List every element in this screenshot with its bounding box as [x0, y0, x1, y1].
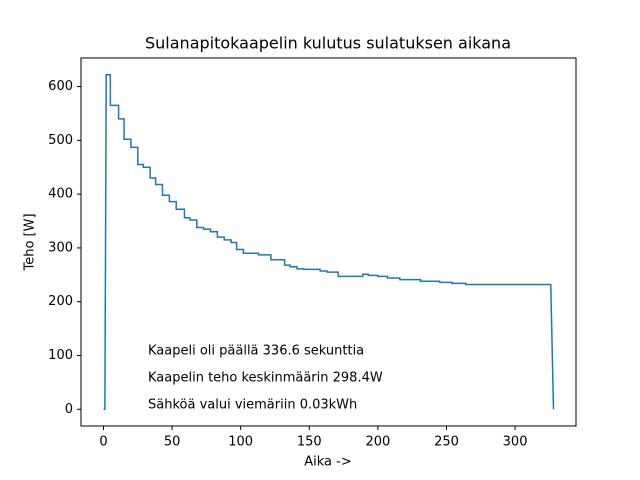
x-tick-label: 50: [164, 435, 181, 450]
chart-title: Sulanapitokaapelin kulutus sulatuksen ai…: [145, 34, 511, 53]
x-axis-label: Aika ->: [304, 455, 352, 470]
y-tick-label: 100: [48, 348, 73, 363]
y-tick-label: 200: [48, 294, 73, 309]
x-tick-label: 250: [434, 435, 459, 450]
annotation: Sähköä valui viemäriin 0.03kWh: [148, 398, 357, 413]
x-tick-label: 100: [228, 435, 253, 450]
annotation: Kaapeli oli päällä 336.6 sekunttia: [148, 344, 364, 359]
data-line: [103, 73, 555, 411]
x-tick-label: 0: [99, 435, 107, 450]
y-tick-label: 500: [48, 133, 73, 148]
annotation: Kaapelin teho keskinmäärin 298.4W: [148, 371, 383, 386]
x-tick-label: 300: [503, 435, 528, 450]
y-tick-label: 400: [48, 187, 73, 202]
y-tick-label: 300: [48, 240, 73, 255]
y-tick-label: 0: [65, 402, 73, 417]
plot-frame: [80, 57, 577, 427]
y-tick-label: 600: [48, 79, 73, 94]
x-tick-label: 200: [365, 435, 390, 450]
x-tick-label: 150: [297, 435, 322, 450]
y-axis-label: Teho [W]: [23, 213, 38, 271]
